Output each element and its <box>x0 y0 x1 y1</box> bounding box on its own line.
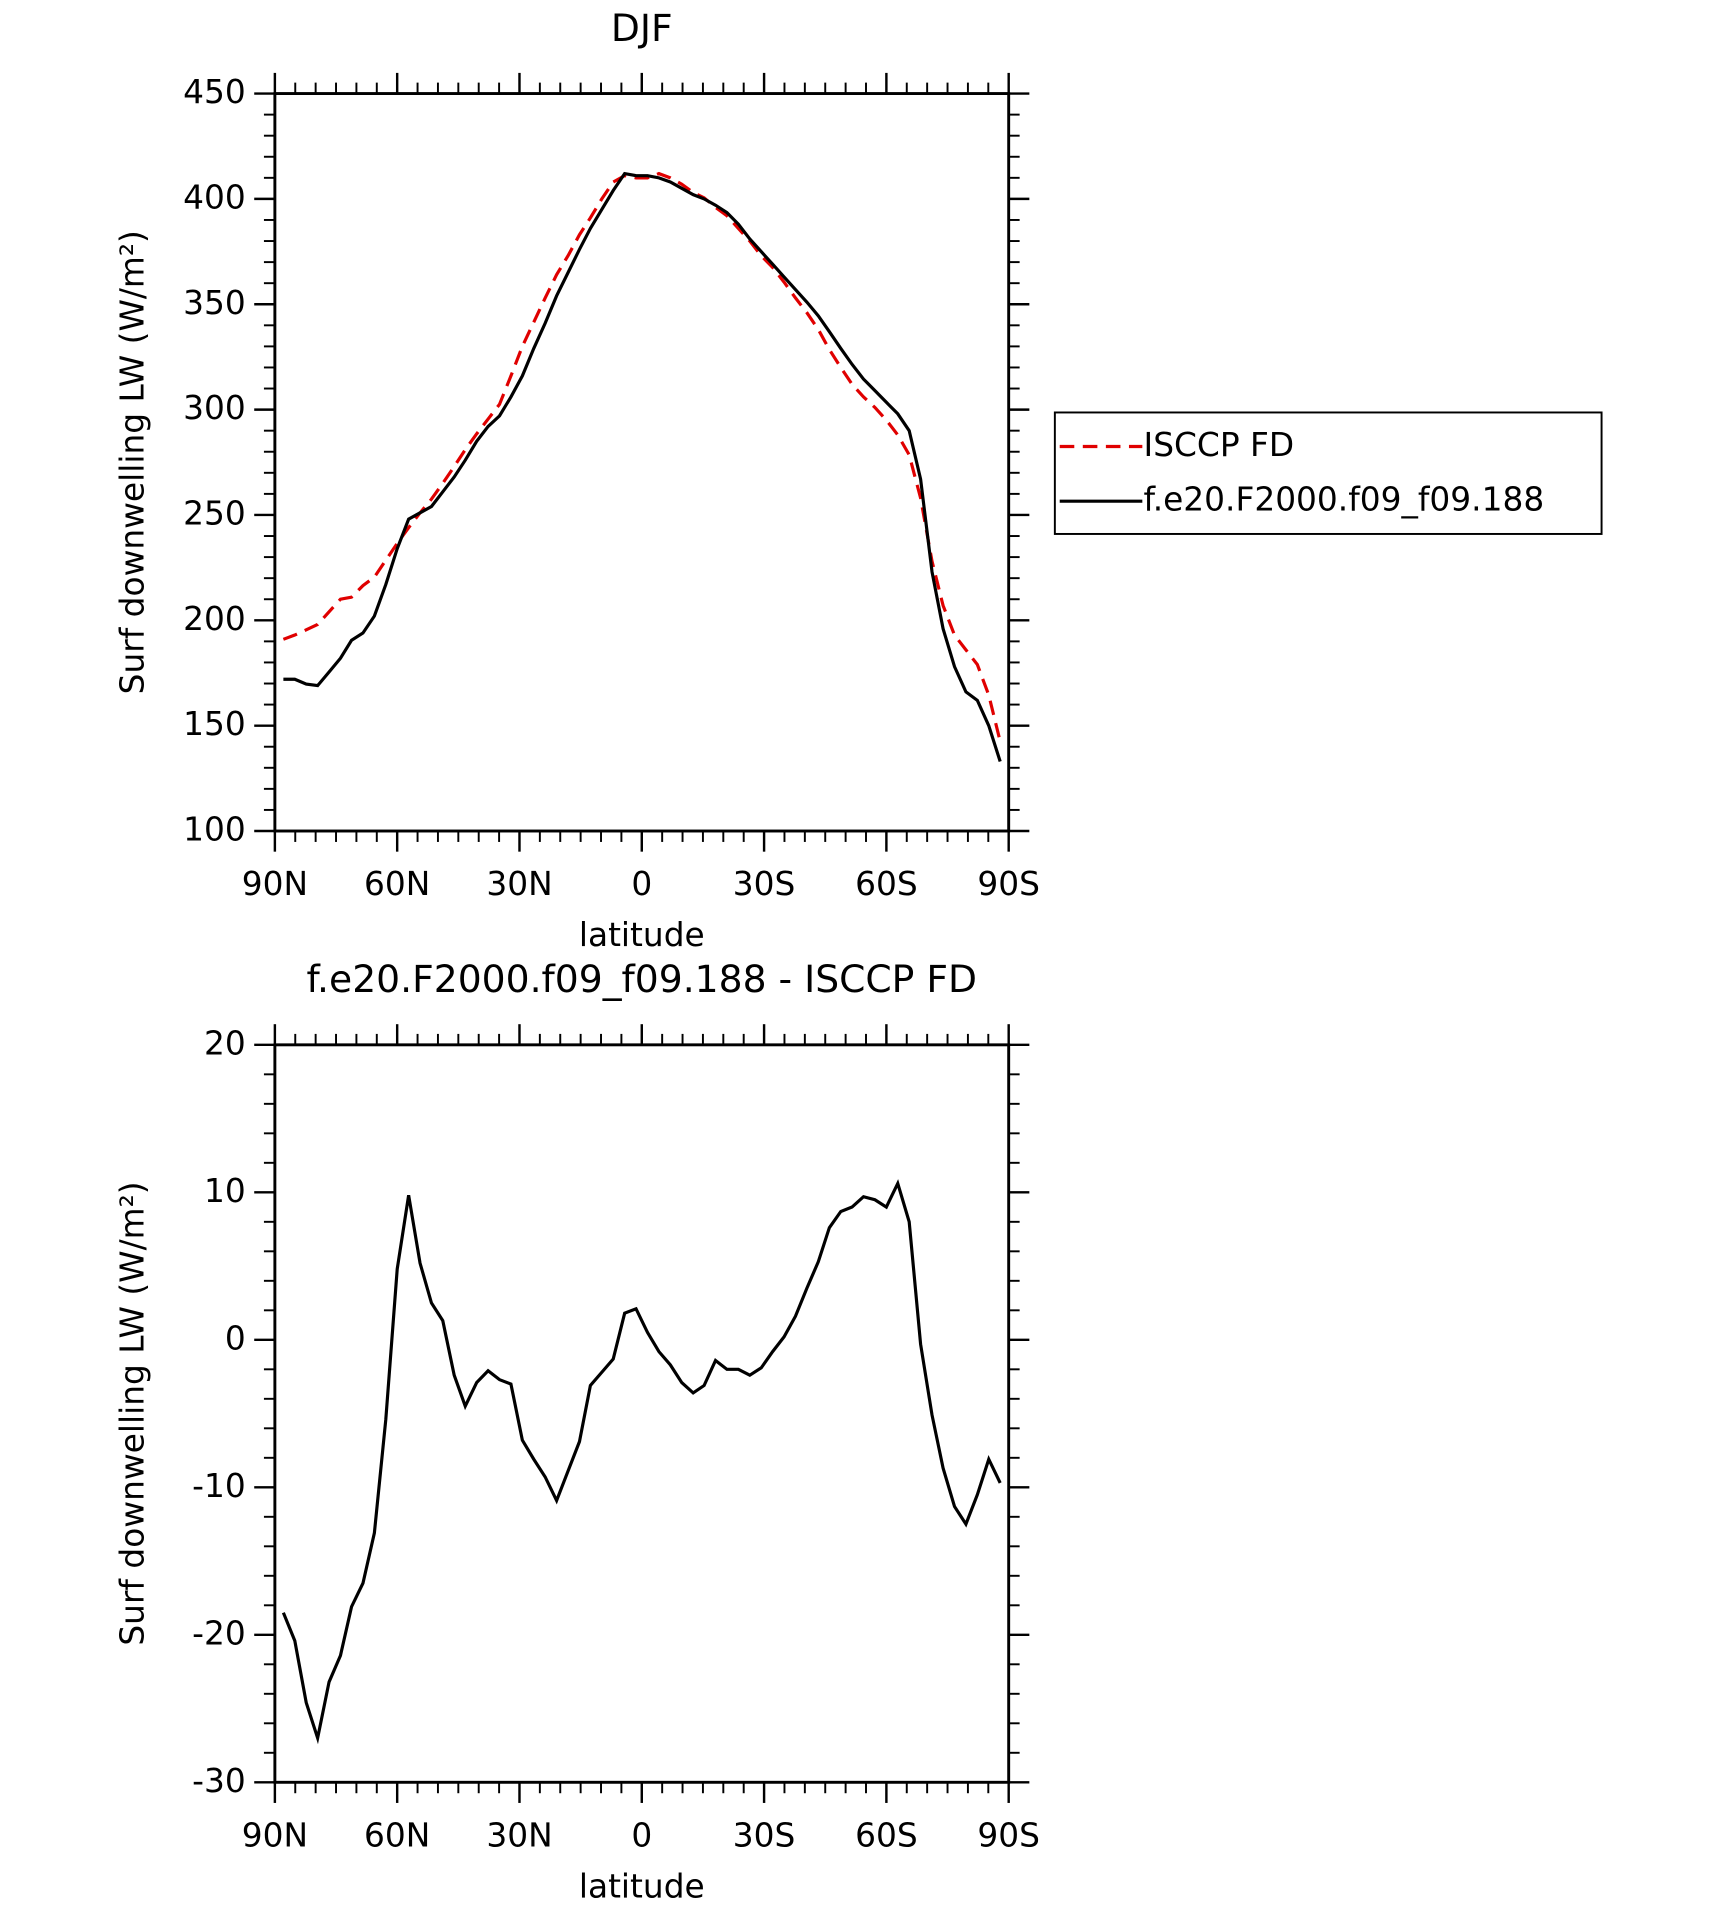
y-tick-label: -20 <box>192 1614 246 1652</box>
y-tick-label: 450 <box>183 73 246 111</box>
x-tick-label: 0 <box>631 1816 652 1854</box>
x-tick-label: 30N <box>486 865 552 903</box>
x-tick-label: 30S <box>733 1816 796 1854</box>
x-tick-label: 30N <box>486 1816 552 1854</box>
data-line <box>281 1179 1002 1745</box>
legend-box <box>1053 411 1603 535</box>
y-tick-label: 100 <box>183 811 246 849</box>
y-axis-label: Surf downwelling LW (W/m²) <box>113 230 151 694</box>
y-tick-label: 300 <box>183 389 246 427</box>
x-tick-label: 90N <box>242 865 308 903</box>
y-tick-label: 350 <box>183 284 246 322</box>
data-line <box>282 171 1002 742</box>
x-tick-label: 60N <box>364 1816 430 1854</box>
y-tick-label: -10 <box>192 1467 246 1505</box>
y-tick-label: 10 <box>204 1172 246 1210</box>
x-tick-label: 90S <box>977 1816 1040 1854</box>
legend-label: f.e20.F2000.f09_f09.188 <box>1144 481 1545 519</box>
legend-label: ISCCP FD <box>1144 426 1295 464</box>
x-tick-label: 90N <box>242 1816 308 1854</box>
x-tick-label: 30S <box>733 865 796 903</box>
x-axis-label: latitude <box>579 1867 705 1905</box>
x-tick-label: 90S <box>977 865 1040 903</box>
y-axis-label: Surf downwelling LW (W/m²) <box>113 1181 151 1645</box>
x-tick-label: 0 <box>631 865 652 903</box>
x-axis-label: latitude <box>579 916 705 954</box>
y-tick-label: 200 <box>183 600 246 638</box>
y-tick-label: 400 <box>183 178 246 216</box>
y-tick-label: 150 <box>183 705 246 743</box>
y-tick-label: 0 <box>225 1319 246 1357</box>
data-line <box>283 171 1002 762</box>
y-tick-label: -30 <box>192 1762 246 1800</box>
x-tick-label: 60S <box>855 865 918 903</box>
chart-title: f.e20.F2000.f09_f09.188 - ISCCP FD <box>307 957 977 1001</box>
chart-title: DJF <box>611 6 673 50</box>
y-tick-label: 250 <box>183 494 246 532</box>
x-tick-label: 60S <box>855 1816 918 1854</box>
y-tick-label: 20 <box>204 1024 246 1062</box>
x-tick-label: 60N <box>364 865 430 903</box>
plot-frame <box>273 1043 1011 1784</box>
plot-frame <box>273 92 1011 833</box>
